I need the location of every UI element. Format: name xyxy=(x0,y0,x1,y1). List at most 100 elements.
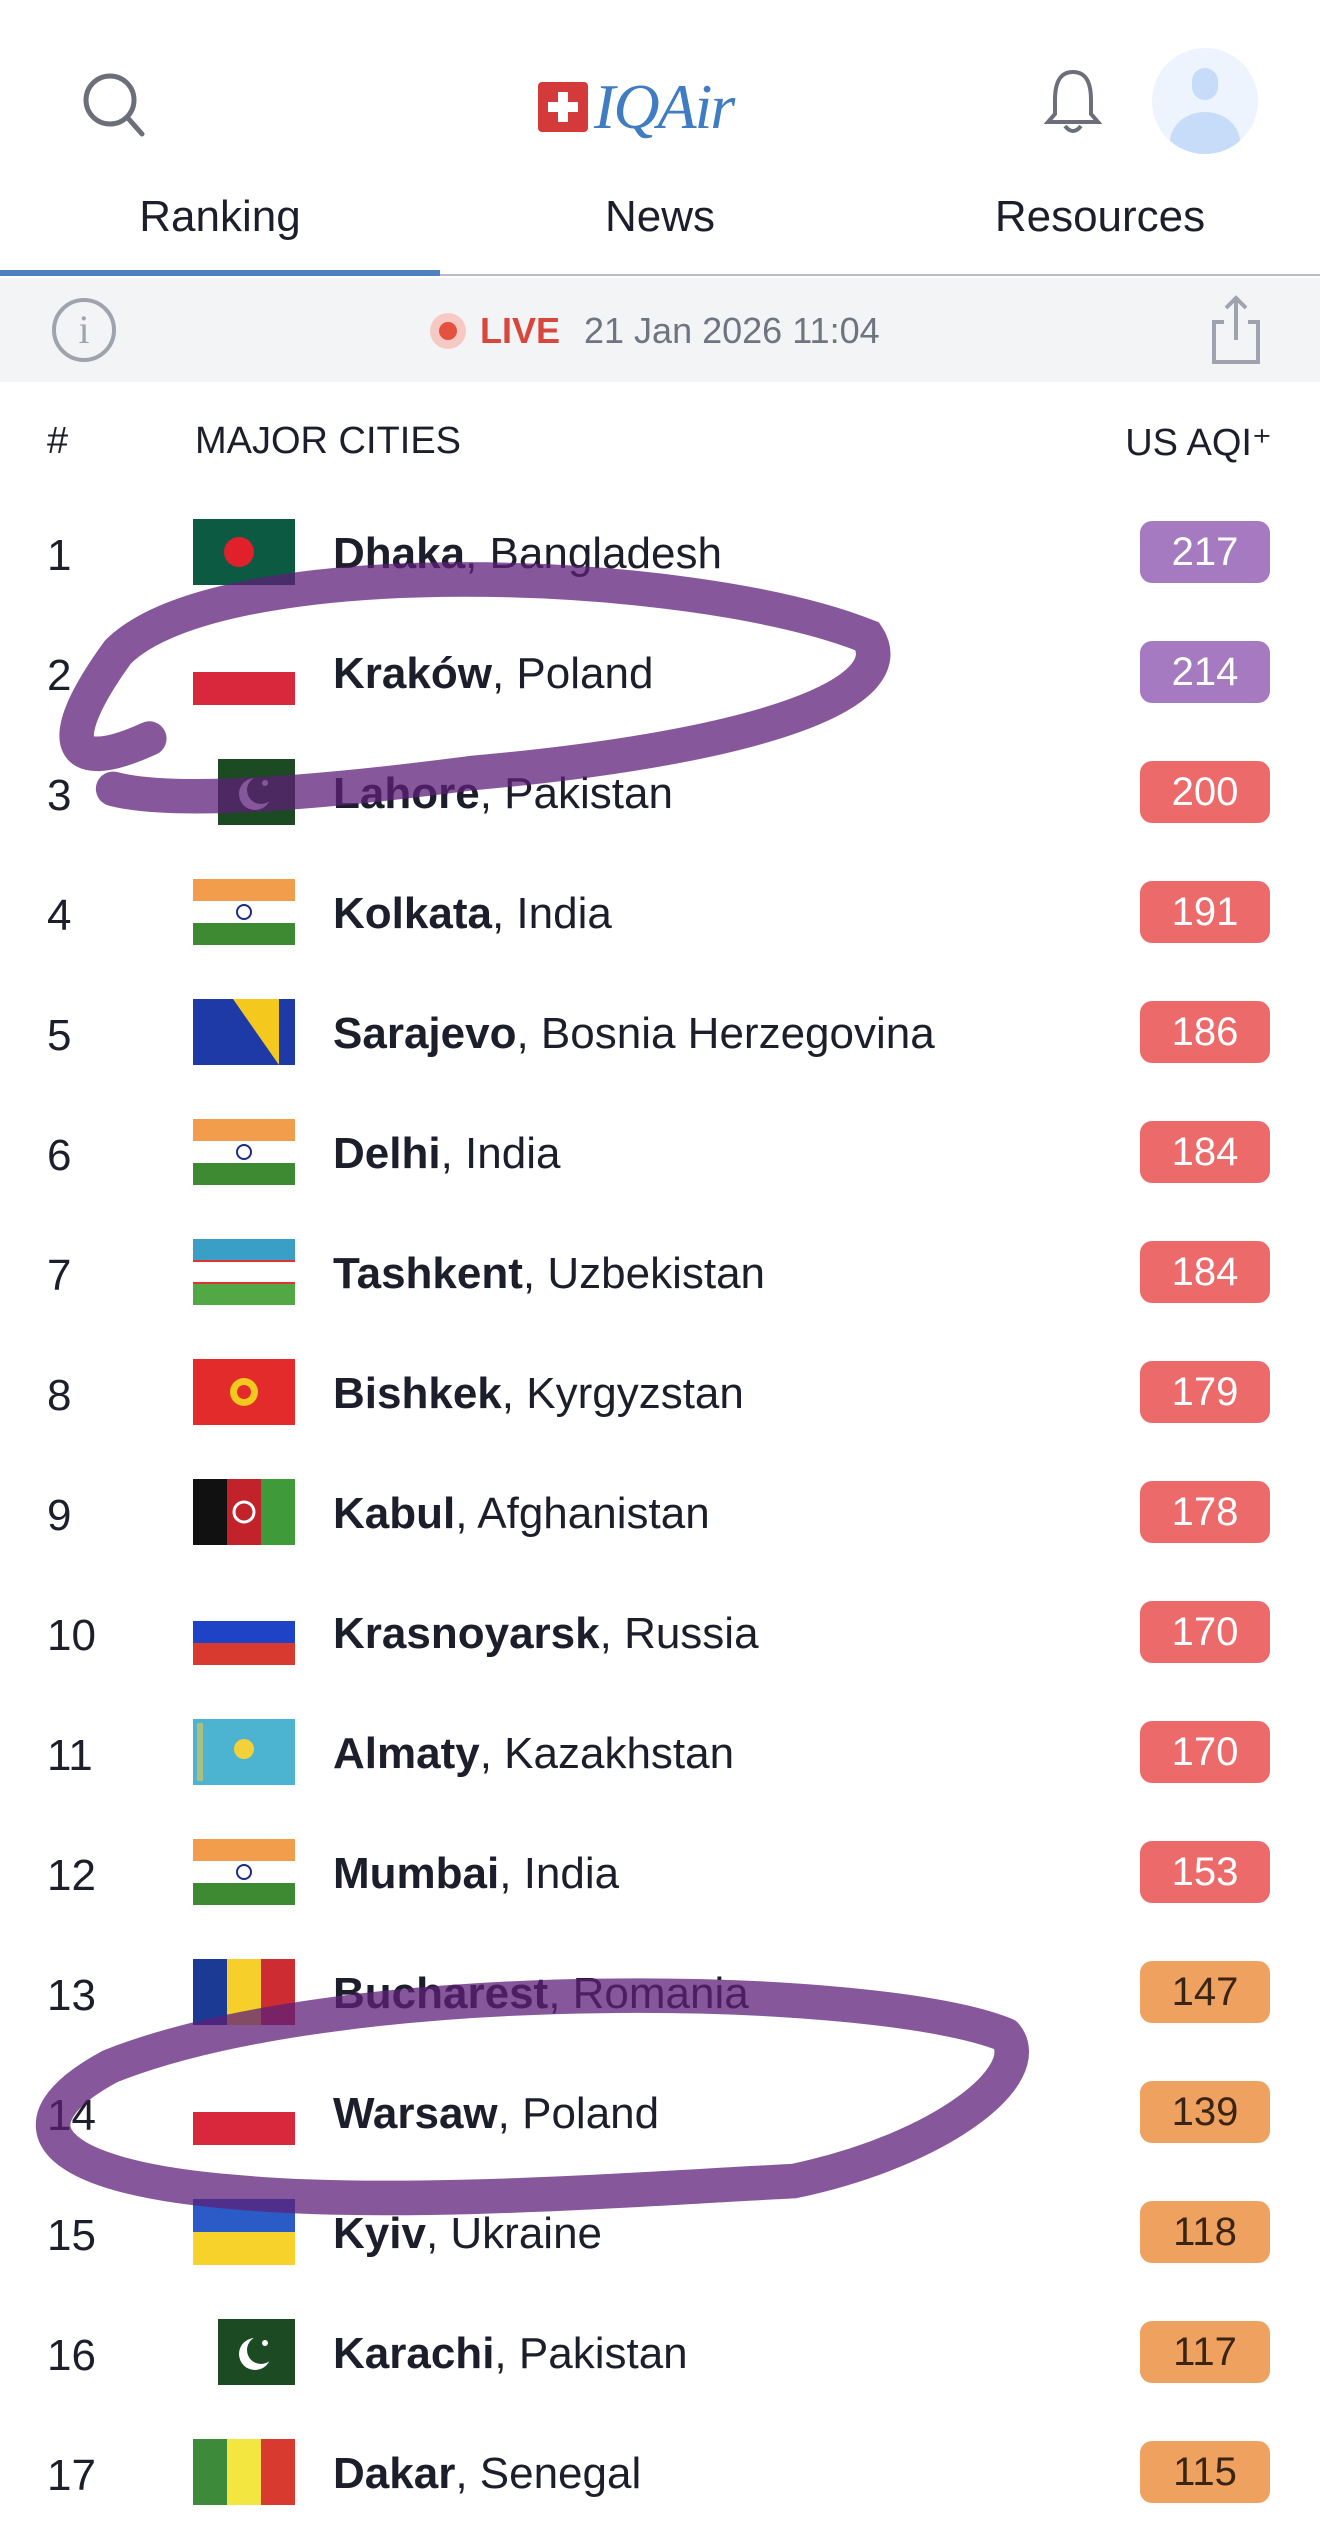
country: India xyxy=(523,1849,620,1898)
ranking-row[interactable]: 4 Kolkata, India 191 xyxy=(0,853,1320,973)
flag-kyrgyzstan-icon xyxy=(193,1359,295,1425)
col-rank: # xyxy=(47,420,69,462)
city: Warsaw xyxy=(333,2089,498,2138)
flag-bangladesh-icon xyxy=(193,519,295,585)
aqi-badge: 178 xyxy=(1140,1481,1270,1543)
country: Uzbekistan xyxy=(547,1249,766,1298)
country: Poland xyxy=(522,2089,660,2138)
rank-number: 6 xyxy=(47,1131,72,1180)
ranking-row[interactable]: 17 Dakar, Senegal 115 xyxy=(0,2413,1320,2533)
iqair-logo: IQAir xyxy=(538,70,735,144)
tab-ranking[interactable]: Ranking xyxy=(0,180,440,276)
ranking-row[interactable]: 11 Almaty, Kazakhstan 170 xyxy=(0,1693,1320,1813)
flag-bosnia-herzegovina-icon xyxy=(193,999,295,1065)
rank-number: 13 xyxy=(47,1971,96,2020)
status-bar: i LIVE 21 Jan 2026 11:04 xyxy=(0,278,1320,382)
aqi-badge: 214 xyxy=(1140,641,1270,703)
city-name: Karachi, Pakistan xyxy=(333,2329,688,2378)
country: Kazakhstan xyxy=(504,1729,735,1778)
country: India xyxy=(516,889,612,938)
city-name: Tashkent, Uzbekistan xyxy=(333,1249,766,1298)
city: Kyiv xyxy=(333,2209,426,2258)
aqi-badge: 217 xyxy=(1140,521,1270,583)
country: Pakistan xyxy=(504,769,673,818)
timestamp: 21 Jan 2026 11:04 xyxy=(584,310,880,351)
rank-number: 15 xyxy=(47,2211,96,2260)
country: Pakistan xyxy=(518,2329,688,2378)
live-label: LIVE xyxy=(480,310,561,351)
country: Russia xyxy=(624,1609,759,1658)
city-name: Krasnoyarsk, Russia xyxy=(333,1609,759,1658)
city: Krasnoyarsk xyxy=(333,1609,600,1658)
country: Romania xyxy=(572,1969,749,2018)
tab-resources[interactable]: Resources xyxy=(994,192,1206,241)
aqi-badge: 184 xyxy=(1140,1121,1270,1183)
ranking-row[interactable]: 6 Delhi, India 184 xyxy=(0,1093,1320,1213)
rank-number: 2 xyxy=(47,651,72,700)
info-icon[interactable]: i xyxy=(52,298,116,362)
flag-kazakhstan-icon xyxy=(193,1719,295,1785)
city-name: Kabul, Afghanistan xyxy=(333,1489,710,1538)
app-header: IQAir xyxy=(0,0,1320,180)
ranking-row[interactable]: 8 Bishkek, Kyrgyzstan 179 xyxy=(0,1333,1320,1453)
rank-number: 16 xyxy=(47,2331,96,2380)
bell-icon[interactable] xyxy=(1040,66,1106,138)
rank-number: 4 xyxy=(47,891,72,940)
rank-number: 12 xyxy=(47,1851,96,1900)
rank-number: 3 xyxy=(47,771,72,820)
share-icon[interactable] xyxy=(1206,292,1266,368)
ranking-row[interactable]: 16 Karachi, Pakistan 117 xyxy=(0,2293,1320,2413)
search-icon[interactable] xyxy=(80,70,150,140)
aqi-badge: 117 xyxy=(1140,2321,1270,2383)
flag-senegal-icon xyxy=(193,2439,295,2505)
aqi-badge: 200 xyxy=(1140,761,1270,823)
ranking-row[interactable]: 14 Warsaw, Poland 139 xyxy=(0,2053,1320,2173)
aqi-badge: 191 xyxy=(1140,881,1270,943)
country: Bosnia Herzegovina xyxy=(540,1009,935,1058)
aqi-badge: 153 xyxy=(1140,1841,1270,1903)
aqi-badge: 139 xyxy=(1140,2081,1270,2143)
flag-india-icon xyxy=(193,1119,295,1185)
city: Dhaka xyxy=(333,529,466,578)
aqi-badge: 184 xyxy=(1140,1241,1270,1303)
city-name: Kyiv, Ukraine xyxy=(333,2209,603,2258)
aqi-badge: 186 xyxy=(1140,1001,1270,1063)
ranking-row[interactable]: 7 Tashkent, Uzbekistan 184 xyxy=(0,1213,1320,1333)
aqi-badge: 115 xyxy=(1140,2441,1270,2503)
city: Bishkek xyxy=(333,1369,502,1418)
flag-pakistan-icon xyxy=(193,759,295,825)
rank-number: 5 xyxy=(47,1011,72,1060)
ranking-row[interactable]: 1 Dhaka, Bangladesh 217 xyxy=(0,493,1320,613)
flag-afghanistan-icon xyxy=(193,1479,295,1545)
city: Tashkent xyxy=(333,1249,523,1298)
rank-number: 9 xyxy=(47,1491,72,1540)
country: Kyrgyzstan xyxy=(526,1369,744,1418)
ranking-row[interactable]: 10 Krasnoyarsk, Russia 170 xyxy=(0,1573,1320,1693)
ranking-row[interactable]: 5 Sarajevo, Bosnia Herzegovina 186 xyxy=(0,973,1320,1093)
aqi-badge: 179 xyxy=(1140,1361,1270,1423)
flag-india-icon xyxy=(193,1839,295,1905)
ranking-row[interactable]: 2 Kraków, Poland 214 xyxy=(0,613,1320,733)
city-name: Bishkek, Kyrgyzstan xyxy=(333,1369,744,1418)
swiss-cross-icon xyxy=(538,82,588,132)
col-city: MAJOR CITIES xyxy=(195,420,462,462)
live-indicator: LIVE 21 Jan 2026 11:04 xyxy=(430,310,880,352)
country: Senegal xyxy=(479,2449,642,2498)
city: Mumbai xyxy=(333,1849,500,1898)
aqi-badge: 170 xyxy=(1140,1601,1270,1663)
city: Kolkata xyxy=(333,889,492,938)
city-name: Sarajevo, Bosnia Herzegovina xyxy=(333,1009,935,1058)
city: Sarajevo xyxy=(333,1009,517,1058)
rank-number: 11 xyxy=(47,1731,93,1780)
tab-news[interactable]: News xyxy=(604,192,716,241)
ranking-row[interactable]: 13 Bucharest, Romania 147 xyxy=(0,1933,1320,2053)
city-name: Mumbai, India xyxy=(333,1849,620,1898)
city-name: Almaty, Kazakhstan xyxy=(333,1729,735,1778)
ranking-row[interactable]: 9 Kabul, Afghanistan 178 xyxy=(0,1453,1320,1573)
aqi-badge: 118 xyxy=(1140,2201,1270,2263)
ranking-row[interactable]: 3 Lahore, Pakistan 200 xyxy=(0,733,1320,853)
user-avatar-icon[interactable] xyxy=(1152,48,1258,154)
ranking-row[interactable]: 15 Kyiv, Ukraine 118 xyxy=(0,2173,1320,2293)
flag-russia-icon xyxy=(193,1599,295,1665)
ranking-row[interactable]: 12 Mumbai, India 153 xyxy=(0,1813,1320,1933)
